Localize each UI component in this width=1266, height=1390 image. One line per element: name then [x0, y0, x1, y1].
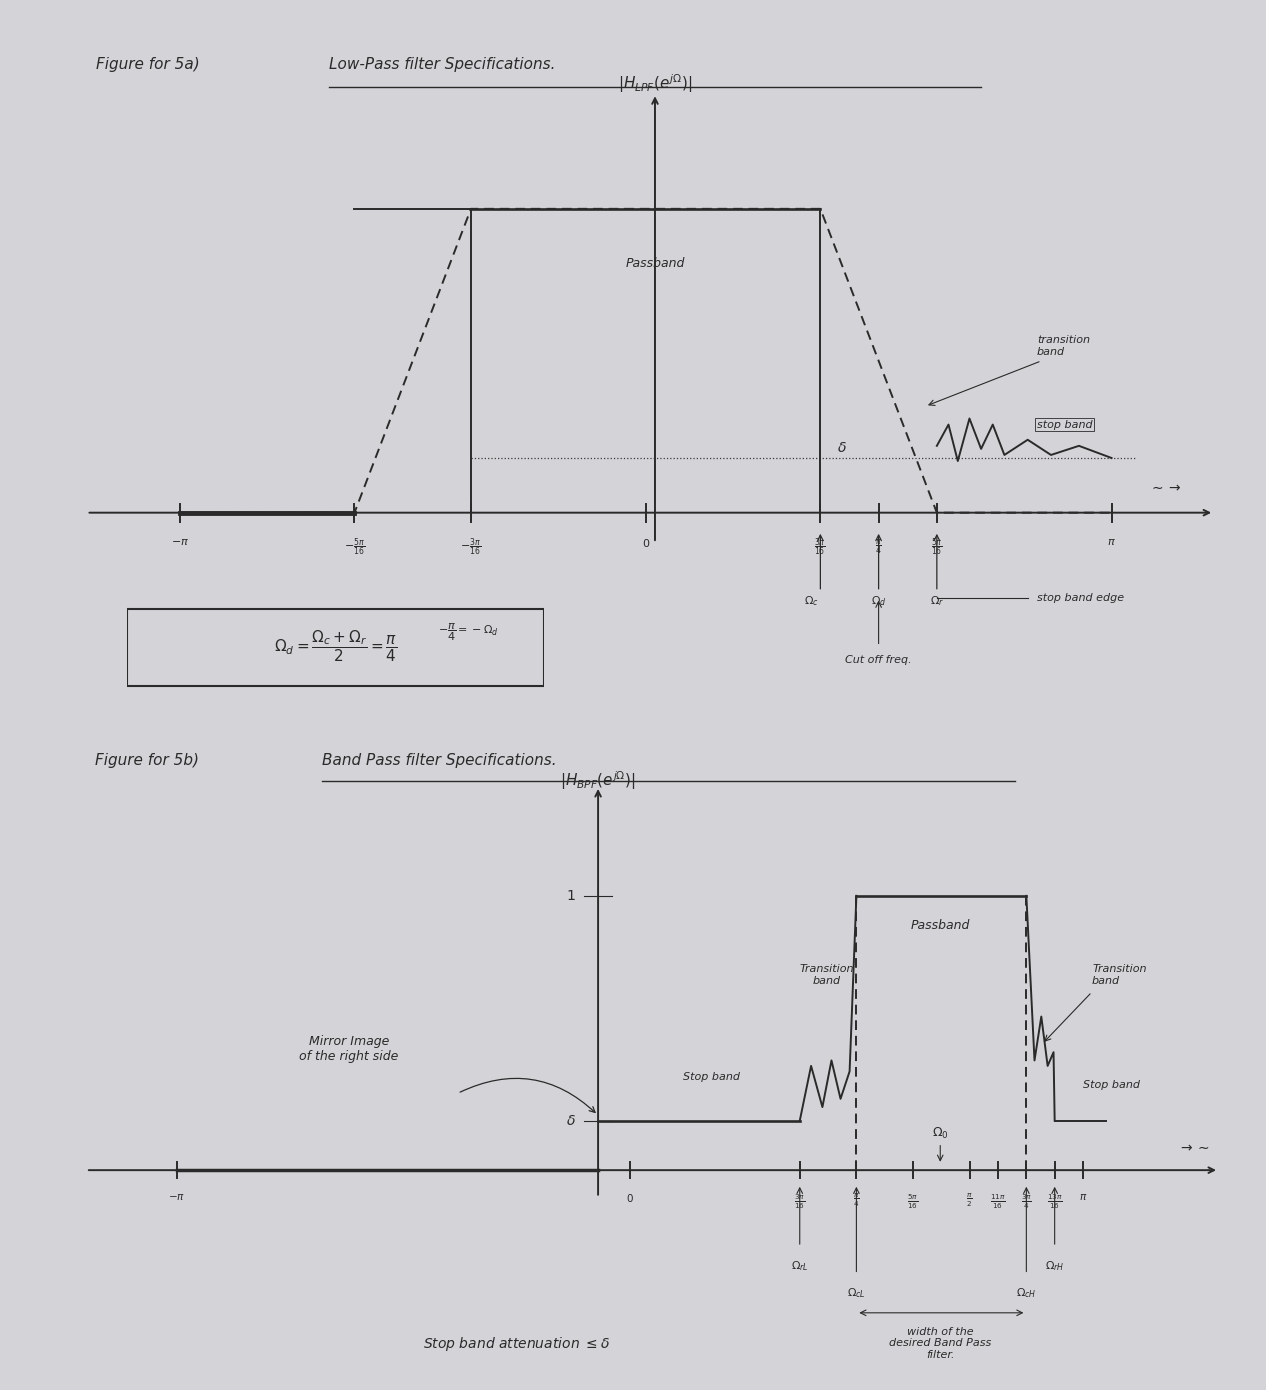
Text: $|H_{LPF}(e^{j\Omega})|$: $|H_{LPF}(e^{j\Omega})|$ [618, 72, 693, 95]
Text: $\Omega_r$: $\Omega_r$ [929, 594, 944, 607]
Text: Cut off freq.: Cut off freq. [846, 656, 912, 666]
Text: Low-Pass filter Specifications.: Low-Pass filter Specifications. [329, 57, 556, 72]
Text: $\Omega_d = \dfrac{\Omega_c + \Omega_r}{2} = \dfrac{\pi}{4}$: $\Omega_d = \dfrac{\Omega_c + \Omega_r}{… [273, 628, 398, 664]
Text: $\rightarrow \sim$: $\rightarrow \sim$ [1177, 1140, 1210, 1154]
Text: $\frac{\pi}{4}$: $\frac{\pi}{4}$ [853, 1193, 860, 1209]
Text: $\frac{5\pi}{16}$: $\frac{5\pi}{16}$ [931, 537, 943, 559]
Text: width of the
desired Band Pass
filter.: width of the desired Band Pass filter. [889, 1326, 991, 1359]
Text: $\frac{13\pi}{16}$: $\frac{13\pi}{16}$ [1047, 1193, 1062, 1211]
Text: $\delta$: $\delta$ [837, 441, 847, 455]
Text: $0$: $0$ [642, 537, 649, 549]
Text: Transition
band: Transition band [800, 965, 855, 986]
Text: $\pi$: $\pi$ [1079, 1193, 1087, 1202]
Text: Stop band: Stop band [682, 1072, 739, 1081]
Text: $-\dfrac{\pi}{4} = -\Omega_d$: $-\dfrac{\pi}{4} = -\Omega_d$ [438, 621, 499, 642]
Text: $-\frac{5\pi}{16}$: $-\frac{5\pi}{16}$ [344, 537, 365, 559]
Text: $\frac{11\pi}{16}$: $\frac{11\pi}{16}$ [990, 1193, 1006, 1211]
Text: transition
band: transition band [1037, 335, 1090, 357]
Text: Figure for 5a): Figure for 5a) [96, 57, 214, 72]
Text: $\pi$: $\pi$ [1108, 537, 1115, 548]
Text: Figure for 5b): Figure for 5b) [95, 753, 214, 769]
Text: Passband: Passband [625, 257, 685, 270]
Text: Stop band attenuation $\leq \delta$: Stop band attenuation $\leq \delta$ [423, 1336, 610, 1354]
Text: $-\pi$: $-\pi$ [171, 537, 189, 548]
Text: Stop band: Stop band [1082, 1080, 1139, 1090]
Text: $1$: $1$ [566, 888, 576, 904]
Text: $\frac{\pi}{4}$: $\frac{\pi}{4}$ [875, 537, 882, 556]
Text: $\Omega_c$: $\Omega_c$ [804, 594, 818, 607]
Text: $\frac{3\pi}{16}$: $\frac{3\pi}{16}$ [814, 537, 827, 559]
Text: $\Omega_{rH}$: $\Omega_{rH}$ [1044, 1259, 1065, 1273]
Text: $\frac{5\pi}{16}$: $\frac{5\pi}{16}$ [908, 1193, 919, 1211]
Text: $\Omega_d$: $\Omega_d$ [871, 594, 886, 607]
Text: Transition
band: Transition band [1093, 965, 1147, 986]
Text: $-\pi$: $-\pi$ [168, 1193, 185, 1202]
Text: $\Omega_{cH}$: $\Omega_{cH}$ [1017, 1286, 1037, 1300]
Text: $\Omega_0$: $\Omega_0$ [932, 1126, 948, 1141]
Text: $|H_{BPF}(e^{j\Omega})|$: $|H_{BPF}(e^{j\Omega})|$ [561, 770, 636, 792]
Text: $\frac{3\pi}{4}$: $\frac{3\pi}{4}$ [1020, 1193, 1032, 1211]
Text: $-\frac{3\pi}{16}$: $-\frac{3\pi}{16}$ [461, 537, 481, 559]
Text: Passband: Passband [910, 919, 970, 931]
Text: stop band edge: stop band edge [1037, 592, 1124, 603]
Text: $\delta$: $\delta$ [566, 1113, 576, 1127]
Text: Band Pass filter Specifications.: Band Pass filter Specifications. [322, 753, 556, 769]
Text: $\sim\rightarrow$: $\sim\rightarrow$ [1148, 481, 1181, 495]
Text: Mirror Image
of the right side: Mirror Image of the right side [299, 1036, 399, 1063]
Text: $0$: $0$ [625, 1193, 634, 1204]
Text: $\Omega_{cL}$: $\Omega_{cL}$ [847, 1286, 866, 1300]
Text: $\frac{\pi}{2}$: $\frac{\pi}{2}$ [966, 1193, 974, 1209]
Text: stop band: stop band [1037, 420, 1093, 430]
Text: $\frac{3\pi}{16}$: $\frac{3\pi}{16}$ [794, 1193, 805, 1211]
Text: $\Omega_{rL}$: $\Omega_{rL}$ [791, 1259, 809, 1273]
